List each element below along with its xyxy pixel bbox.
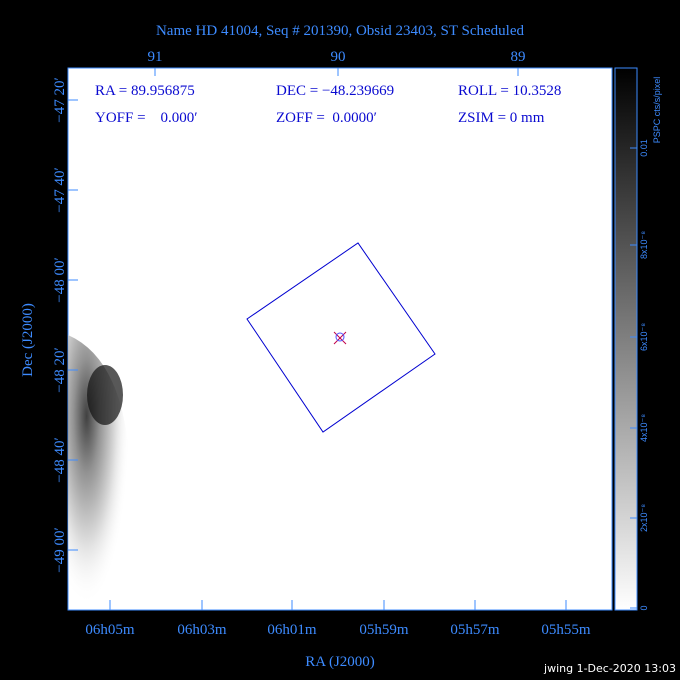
top-tick-label: 89 xyxy=(511,49,526,65)
bottom-tick-label: 05h55m xyxy=(541,622,591,638)
bottom-tick-label: 05h59m xyxy=(359,622,409,638)
colorbar-tick-label: 6x10⁻⁸ xyxy=(639,323,649,351)
plot-area xyxy=(67,67,613,611)
colorbar-tick-label: 0 xyxy=(639,605,649,610)
left-tick-label: −48 00′ xyxy=(52,257,68,303)
colorbar-tick-label: 0.01 xyxy=(639,139,649,157)
footer: jwing 1-Dec-2020 13:03 xyxy=(543,662,676,675)
colorbar xyxy=(614,67,638,611)
bottom-tick-label: 06h03m xyxy=(177,622,227,638)
title: Name HD 41004, Seq # 201390, Obsid 23403… xyxy=(156,23,525,39)
colorbar-tick-label: 8x10⁻⁸ xyxy=(639,231,649,259)
xray-core xyxy=(87,365,123,425)
top-tick-label: 90 xyxy=(331,49,346,65)
info-text: ZSIM = 0 mm xyxy=(458,110,545,126)
left-tick-label: −48 20′ xyxy=(52,347,68,393)
info-text: YOFF = 0.000′ xyxy=(95,110,198,126)
info-text: ZOFF = 0.0000′ xyxy=(276,110,377,126)
info-text: ROLL = 10.3528 xyxy=(458,83,561,99)
top-tick-label: 91 xyxy=(148,49,163,65)
bottom-tick-label: 06h01m xyxy=(267,622,317,638)
bottom-tick-label: 06h05m xyxy=(85,622,135,638)
detector-footprint xyxy=(246,242,436,433)
info-text: DEC = −48.239669 xyxy=(276,83,394,99)
left-tick-label: −47 20′ xyxy=(52,77,68,123)
colorbar-tick-label: 4x10⁻⁸ xyxy=(639,414,649,442)
colorbar-tick-label: 2x10⁻⁸ xyxy=(639,504,649,532)
colorbar-label: PSPC cts/s/pixel xyxy=(652,77,662,144)
info-text: RA = 89.956875 xyxy=(95,83,195,99)
y-axis-label: Dec (J2000) xyxy=(20,303,36,377)
left-tick-label: −48 40′ xyxy=(52,437,68,483)
target-marker xyxy=(333,331,347,345)
left-tick-label: −47 40′ xyxy=(52,167,68,213)
left-tick-label: −49 00′ xyxy=(52,527,68,573)
bottom-tick-label: 05h57m xyxy=(450,622,500,638)
x-axis-label: RA (J2000) xyxy=(305,654,375,670)
